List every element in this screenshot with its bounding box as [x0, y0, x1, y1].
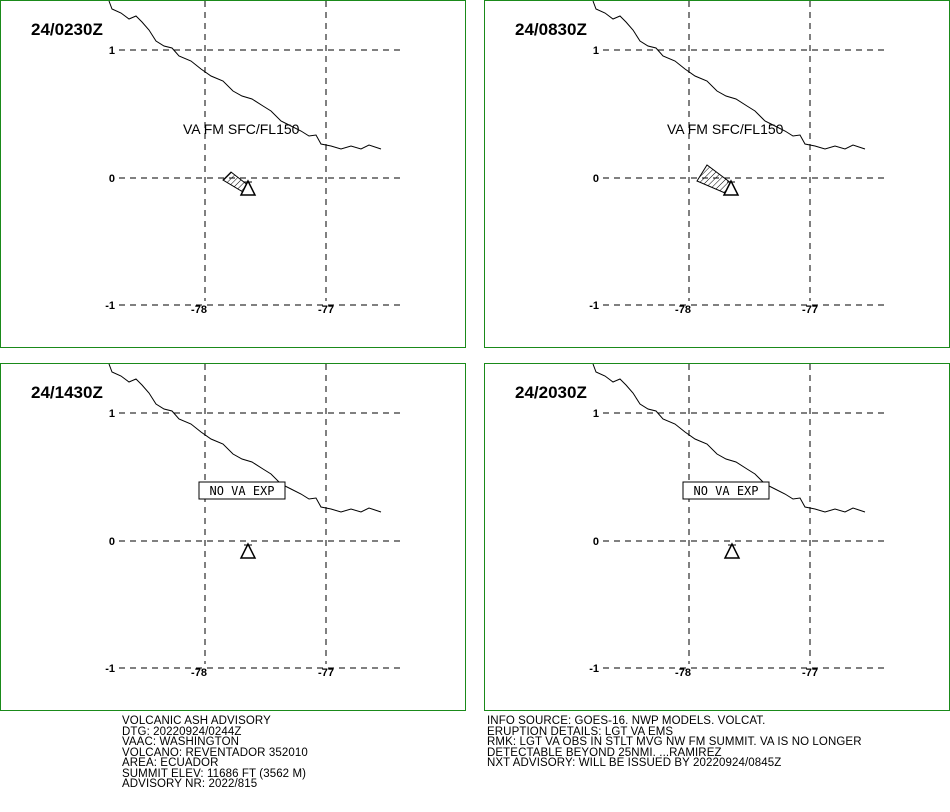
lat-label: 0: [109, 173, 115, 185]
map-panel: 1 0 -1 -78 -77 24/0230Z VA FM SFC/FL150: [0, 0, 466, 348]
coastline: [592, 364, 866, 513]
advisory-line: DTG: 20220924/0244Z: [122, 725, 242, 738]
lon-label: -77: [318, 667, 334, 679]
volcano: [723, 542, 741, 559]
annotation: VA FM SFC/FL150: [183, 121, 300, 137]
map-panel: 1 0 -1 -78 -77 24/2030Z NO VA EXP: [484, 363, 950, 711]
lon-label: -78: [191, 667, 207, 679]
valid-time: 24/1430Z: [31, 383, 103, 402]
annotation: VA FM SFC/FL150: [667, 121, 784, 137]
valid-time: 24/0230Z: [31, 20, 103, 39]
advisory-line: SUMMIT ELEV: 11686 FT (3562 M): [122, 767, 307, 780]
map: 1 0 -1 -78 -77 24/2030Z NO VA EXP: [515, 364, 885, 679]
advisory-line: ERUPTION DETAILS: LGT VA EMS: [487, 725, 674, 738]
volcano: [722, 179, 740, 196]
lat-label: 0: [593, 173, 599, 185]
lat-label: 1: [593, 408, 599, 420]
volcano: [239, 542, 257, 559]
lat-label: -1: [105, 300, 115, 312]
annotation: NO VA EXP: [693, 484, 758, 498]
lat-label: -1: [589, 663, 599, 675]
map-panel: 1 0 -1 -78 -77 24/1430Z NO VA EXP: [0, 363, 466, 711]
valid-time: 24/0830Z: [515, 20, 587, 39]
lon-label: -78: [675, 304, 691, 316]
lat-label: 1: [109, 408, 115, 420]
map: 1 0 -1 -78 -77 24/0230Z VA FM SFC/FL150: [31, 1, 401, 316]
valid-time: 24/2030Z: [515, 383, 587, 402]
advisory-line: ADVISORY NR: 2022/815: [122, 778, 258, 790]
advisory-line: DETECTABLE BEYOND 25NMI. ...RAMIREZ: [487, 746, 722, 759]
volcano: [239, 179, 257, 196]
lon-label: -77: [802, 304, 818, 316]
lat-label: 1: [109, 45, 115, 57]
lon-label: -77: [802, 667, 818, 679]
lon-label: -77: [318, 304, 334, 316]
map: 1 0 -1 -78 -77 24/0830Z VA FM SFC/FL150: [515, 1, 885, 316]
advisory-line: AREA: ECUADOR: [122, 757, 219, 769]
coastline: [592, 1, 866, 150]
lat-label: -1: [105, 663, 115, 675]
map: 1 0 -1 -78 -77 24/1430Z NO VA EXP: [31, 364, 401, 679]
advisory-line: NXT ADVISORY: WILL BE ISSUED BY 20220924…: [487, 757, 782, 769]
ash-area: [696, 164, 732, 194]
advisory-line: RMK: LGT VA OBS IN STLT MVG NW FM SUMMIT…: [487, 736, 862, 748]
lon-label: -78: [675, 667, 691, 679]
lat-label: -1: [589, 300, 599, 312]
advisory-line: VOLCANO: REVENTADOR 352010: [122, 746, 308, 759]
coastline: [108, 364, 382, 513]
advisory-left: VOLCANIC ASH ADVISORY DTG: 20220924/0244Z…: [122, 716, 308, 790]
lon-label: -78: [191, 304, 207, 316]
lat-label: 1: [593, 45, 599, 57]
lat-label: 0: [593, 536, 599, 548]
lat-label: 0: [109, 536, 115, 548]
advisory-right: INFO SOURCE: GOES-16. NWP MODELS. VOLCAT…: [487, 716, 862, 769]
annotation-box: [682, 481, 770, 500]
annotation: NO VA EXP: [209, 484, 274, 498]
annotation-box: [198, 481, 286, 500]
coastline: [108, 1, 382, 150]
advisory-line: VAAC: WASHINGTON: [122, 736, 240, 748]
advisory-line: VOLCANIC ASH ADVISORY: [122, 715, 271, 727]
advisory-line: INFO SOURCE: GOES-16. NWP MODELS. VOLCAT…: [487, 715, 766, 727]
map-panel: 1 0 -1 -78 -77 24/0830Z VA FM SFC/FL150: [484, 0, 950, 348]
